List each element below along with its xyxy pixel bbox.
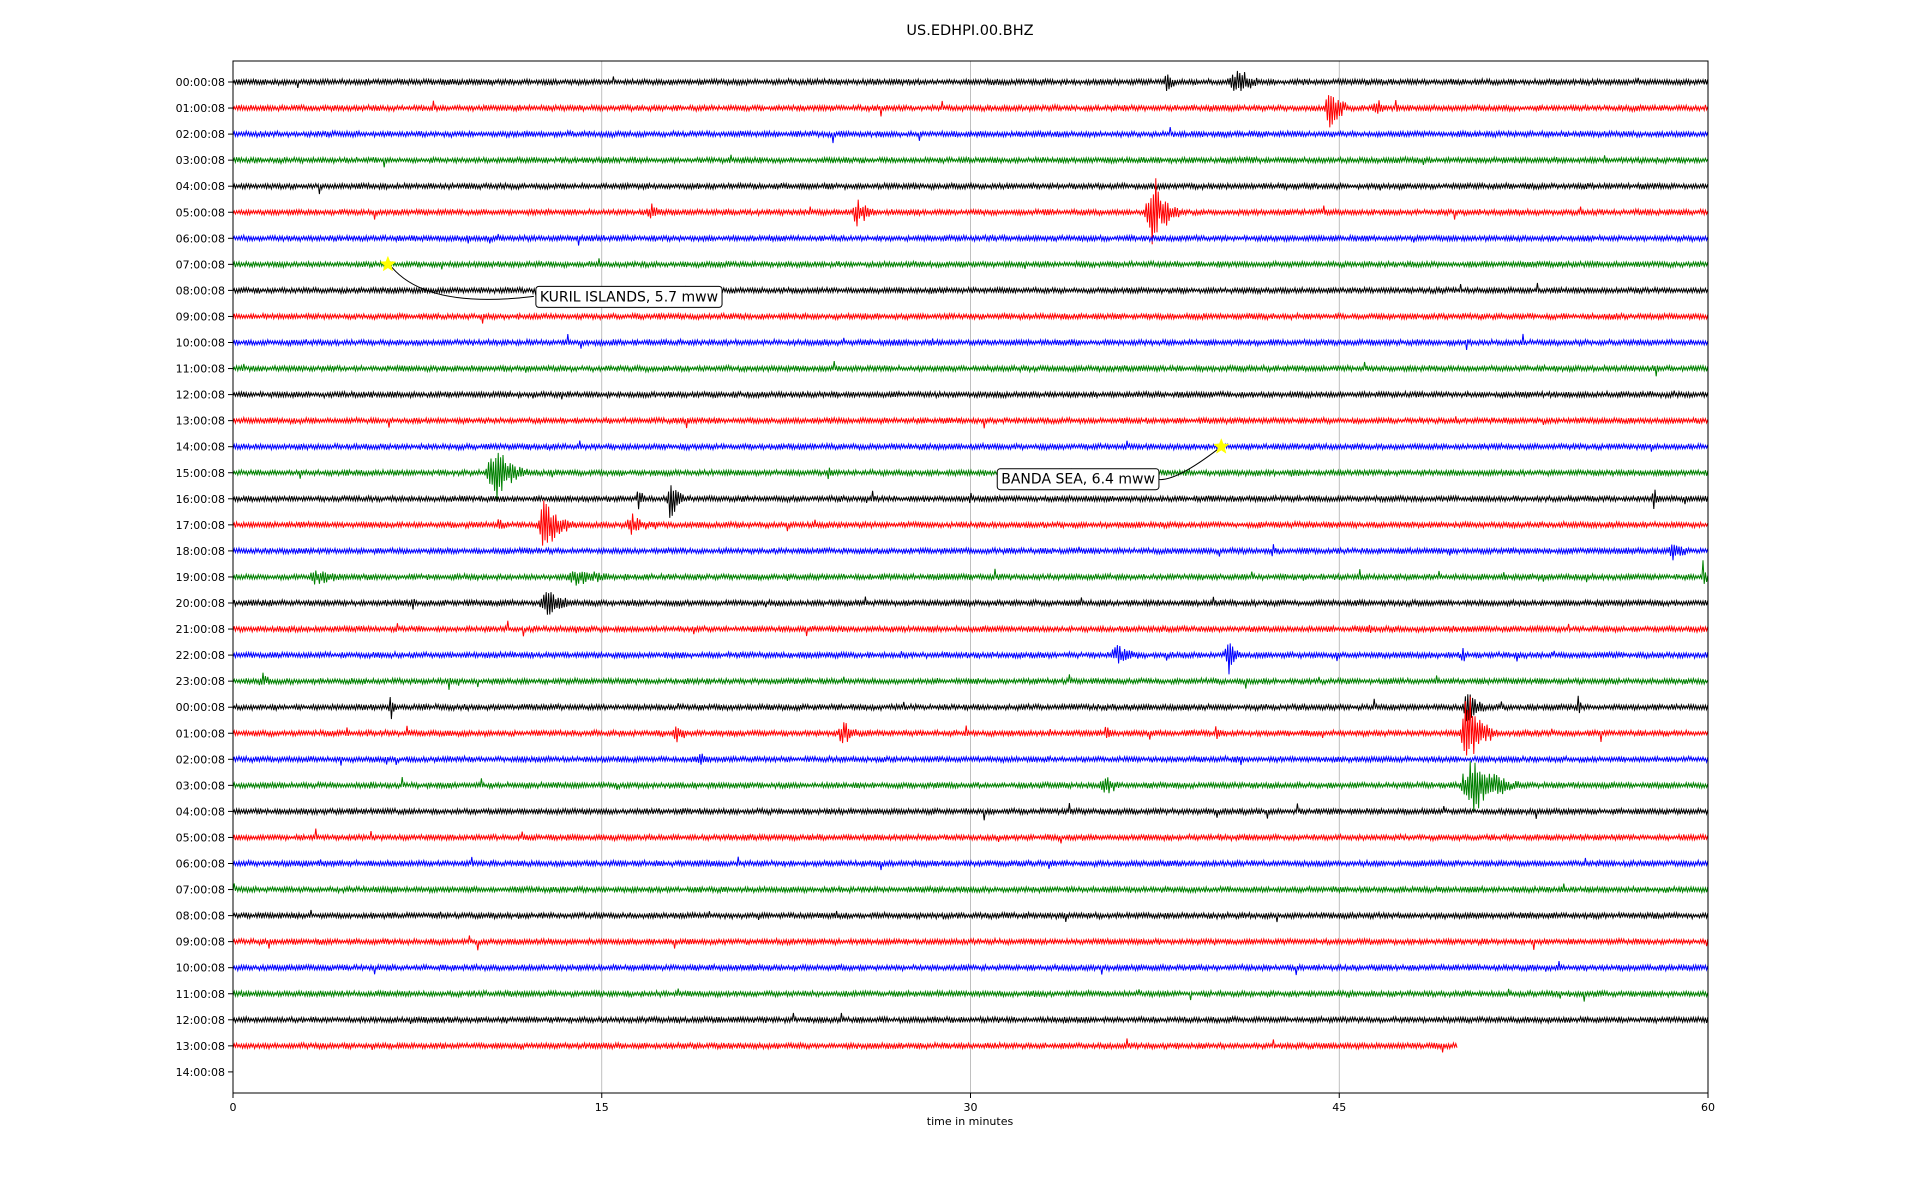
y-tick-label: 16:00:08 — [176, 493, 225, 506]
y-tick-label: 06:00:08 — [176, 232, 225, 245]
y-tick-label: 09:00:08 — [176, 310, 225, 323]
seismogram-trace — [232, 311, 1709, 324]
x-tick-label: 60 — [1701, 1101, 1715, 1114]
y-tick-label: 11:00:08 — [176, 988, 225, 1001]
seismogram-trace — [232, 961, 1709, 976]
seismogram-trace — [232, 154, 1709, 168]
seismogram-trace — [232, 909, 1709, 923]
x-tick-label: 15 — [595, 1101, 609, 1114]
y-tick-label: 08:00:08 — [176, 910, 225, 923]
seismogram-trace — [232, 883, 1709, 895]
seismogram-trace — [232, 1012, 1709, 1025]
seismogram-trace — [232, 620, 1709, 637]
seismogram-trace — [232, 696, 1709, 756]
seismogram-trace — [232, 485, 1709, 518]
y-tick-label: 10:00:08 — [176, 337, 225, 350]
seismogram-trace — [232, 560, 1709, 586]
seismogram-trace — [232, 828, 1709, 844]
event-star-marker — [1212, 437, 1230, 454]
y-tick-label: 14:00:08 — [176, 1066, 225, 1079]
y-tick-label: 04:00:08 — [176, 180, 225, 193]
y-tick-label: 20:00:08 — [176, 597, 225, 610]
seismogram-trace — [232, 761, 1709, 813]
seismogram-trace — [232, 178, 1709, 245]
annotation-label: BANDA SEA, 6.4 mww — [1001, 472, 1155, 488]
y-tick-label: 18:00:08 — [176, 545, 225, 558]
seismogram-trace — [232, 440, 1709, 452]
y-tick-label: 01:00:08 — [176, 727, 225, 740]
y-tick-label: 00:00:08 — [176, 701, 225, 714]
seismogram-trace — [232, 95, 1709, 128]
seismogram-trace — [232, 333, 1709, 351]
seismogram-trace — [232, 70, 1709, 92]
seismogram-trace — [232, 233, 1709, 246]
y-tick-label: 14:00:08 — [176, 441, 225, 454]
y-tick-label: 10:00:08 — [176, 962, 225, 975]
seismogram-trace — [232, 1038, 1458, 1053]
seismogram-trace — [232, 643, 1709, 675]
seismogram-trace — [232, 258, 1709, 270]
seismogram-trace — [232, 361, 1709, 377]
y-tick-label: 23:00:08 — [176, 675, 225, 688]
seismogram-trace — [232, 500, 1709, 546]
y-tick-label: 05:00:08 — [176, 831, 225, 844]
seismogram-trace — [232, 856, 1709, 871]
seismogram-trace — [232, 282, 1709, 296]
y-tick-label: 04:00:08 — [176, 805, 225, 818]
plot-frame — [232, 60, 1709, 1094]
y-tick-label: 02:00:08 — [176, 753, 225, 766]
y-tick-label: 00:00:08 — [176, 76, 225, 89]
seismogram-trace — [232, 389, 1709, 400]
y-tick-label: 05:00:08 — [176, 206, 225, 219]
y-tick-label: 21:00:08 — [176, 623, 225, 636]
seismogram-trace — [232, 935, 1709, 951]
event-annotations: KURIL ISLANDS, 5.7 mww BANDA SEA, 6.4 mww — [379, 255, 1230, 491]
seismogram-trace — [232, 415, 1709, 429]
y-tick-label: 12:00:08 — [176, 1014, 225, 1027]
seismogram-trace — [232, 694, 1709, 722]
event-star-marker — [379, 255, 397, 272]
seismogram-trace — [232, 753, 1709, 766]
y-tick-label: 06:00:08 — [176, 858, 225, 871]
annotation-box — [535, 285, 723, 308]
annotation-label: KURIL ISLANDS, 5.7 mww — [540, 289, 718, 305]
y-tick-label: 09:00:08 — [176, 936, 225, 949]
seismogram-trace — [232, 988, 1709, 1002]
y-tick-label: 19:00:08 — [176, 571, 225, 584]
x-axis-label: time in minutes — [927, 1115, 1014, 1128]
y-tick-label: 03:00:08 — [176, 154, 225, 167]
y-tick-label: 13:00:08 — [176, 415, 225, 428]
seismogram-traces — [232, 70, 1709, 1053]
y-tick-label: 13:00:08 — [176, 1040, 225, 1053]
x-axis-ticks: 0 15 30 45 60 — [230, 1093, 1715, 1114]
y-tick-label: 15:00:08 — [176, 467, 225, 480]
seismogram-trace — [232, 672, 1709, 690]
x-tick-label: 45 — [1332, 1101, 1346, 1114]
y-tick-label: 17:00:08 — [176, 519, 225, 532]
x-tick-label: 30 — [964, 1101, 978, 1114]
y-tick-label: 11:00:08 — [176, 363, 225, 376]
seismogram-trace — [232, 127, 1709, 144]
y-tick-label: 07:00:08 — [176, 258, 225, 271]
annotation-box — [996, 468, 1160, 491]
seismogram-trace — [232, 181, 1709, 195]
x-tick-label: 0 — [230, 1101, 237, 1114]
seismogram-trace — [232, 803, 1709, 821]
y-tick-label: 03:00:08 — [176, 779, 225, 792]
y-tick-label: 22:00:08 — [176, 649, 225, 662]
y-tick-label: 08:00:08 — [176, 284, 225, 297]
chart-title: US.EDHPI.00.BHZ — [906, 23, 1033, 39]
y-tick-label: 07:00:08 — [176, 884, 225, 897]
seismogram-trace — [232, 452, 1709, 500]
seismogram-trace — [232, 592, 1709, 615]
y-tick-label: 02:00:08 — [176, 128, 225, 141]
annotation-connector — [391, 267, 534, 300]
y-tick-label: 01:00:08 — [176, 102, 225, 115]
y-axis-time-labels: 00:00:08 01:00:08 02:00:08 03:00:08 04:00:08… — [176, 76, 233, 1079]
seismogram-trace — [232, 544, 1709, 561]
y-tick-label: 12:00:08 — [176, 389, 225, 402]
